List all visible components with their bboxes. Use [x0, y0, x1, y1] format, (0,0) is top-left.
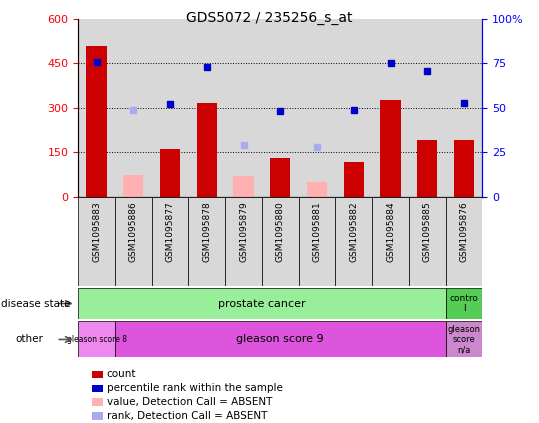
Text: contro
l: contro l — [450, 294, 479, 313]
Bar — [189, 197, 225, 286]
Text: gleason
score
n/a: gleason score n/a — [447, 324, 481, 354]
Text: rank, Detection Call = ABSENT: rank, Detection Call = ABSENT — [107, 411, 267, 421]
Text: GSM1095886: GSM1095886 — [129, 201, 138, 262]
Bar — [86, 46, 107, 197]
Bar — [409, 197, 446, 286]
Bar — [454, 140, 474, 197]
Text: GSM1095882: GSM1095882 — [349, 201, 358, 262]
Bar — [299, 197, 335, 286]
Bar — [446, 288, 482, 319]
Bar — [115, 19, 151, 197]
Text: GSM1095883: GSM1095883 — [92, 201, 101, 262]
Bar — [372, 19, 409, 197]
Bar — [78, 321, 115, 357]
Bar — [446, 197, 482, 286]
Text: percentile rank within the sample: percentile rank within the sample — [107, 383, 282, 393]
Bar — [372, 197, 409, 286]
Bar — [225, 197, 262, 286]
Bar — [446, 321, 482, 357]
Bar — [381, 99, 400, 197]
Text: GSM1095881: GSM1095881 — [313, 201, 322, 262]
Bar — [344, 162, 364, 197]
Bar — [417, 140, 437, 197]
Bar — [78, 197, 115, 286]
Text: GSM1095884: GSM1095884 — [386, 201, 395, 262]
Bar — [270, 158, 291, 197]
Text: GSM1095885: GSM1095885 — [423, 201, 432, 262]
Text: count: count — [107, 369, 136, 379]
Bar — [307, 182, 327, 197]
Text: value, Detection Call = ABSENT: value, Detection Call = ABSENT — [107, 397, 272, 407]
Bar — [123, 176, 143, 197]
Text: gleason score 8: gleason score 8 — [66, 335, 127, 344]
Text: GSM1095880: GSM1095880 — [276, 201, 285, 262]
Text: GSM1095877: GSM1095877 — [165, 201, 175, 262]
Bar — [151, 19, 189, 197]
Bar — [115, 197, 151, 286]
Bar — [151, 197, 189, 286]
Bar — [335, 197, 372, 286]
Bar — [335, 19, 372, 197]
Bar — [115, 321, 446, 357]
Text: disease state: disease state — [1, 299, 70, 308]
Bar — [160, 149, 180, 197]
Text: GDS5072 / 235256_s_at: GDS5072 / 235256_s_at — [186, 11, 353, 25]
Text: gleason score 9: gleason score 9 — [237, 335, 324, 344]
Bar — [78, 19, 115, 197]
Text: GSM1095876: GSM1095876 — [460, 201, 468, 262]
Bar — [299, 19, 335, 197]
Text: GSM1095879: GSM1095879 — [239, 201, 248, 262]
Text: prostate cancer: prostate cancer — [218, 299, 306, 308]
Bar — [197, 104, 217, 197]
Bar — [225, 19, 262, 197]
Bar — [446, 19, 482, 197]
Bar — [262, 19, 299, 197]
Bar — [233, 176, 254, 197]
Bar — [189, 19, 225, 197]
Text: other: other — [15, 335, 43, 344]
Text: GSM1095878: GSM1095878 — [202, 201, 211, 262]
Bar — [262, 197, 299, 286]
Bar — [409, 19, 446, 197]
